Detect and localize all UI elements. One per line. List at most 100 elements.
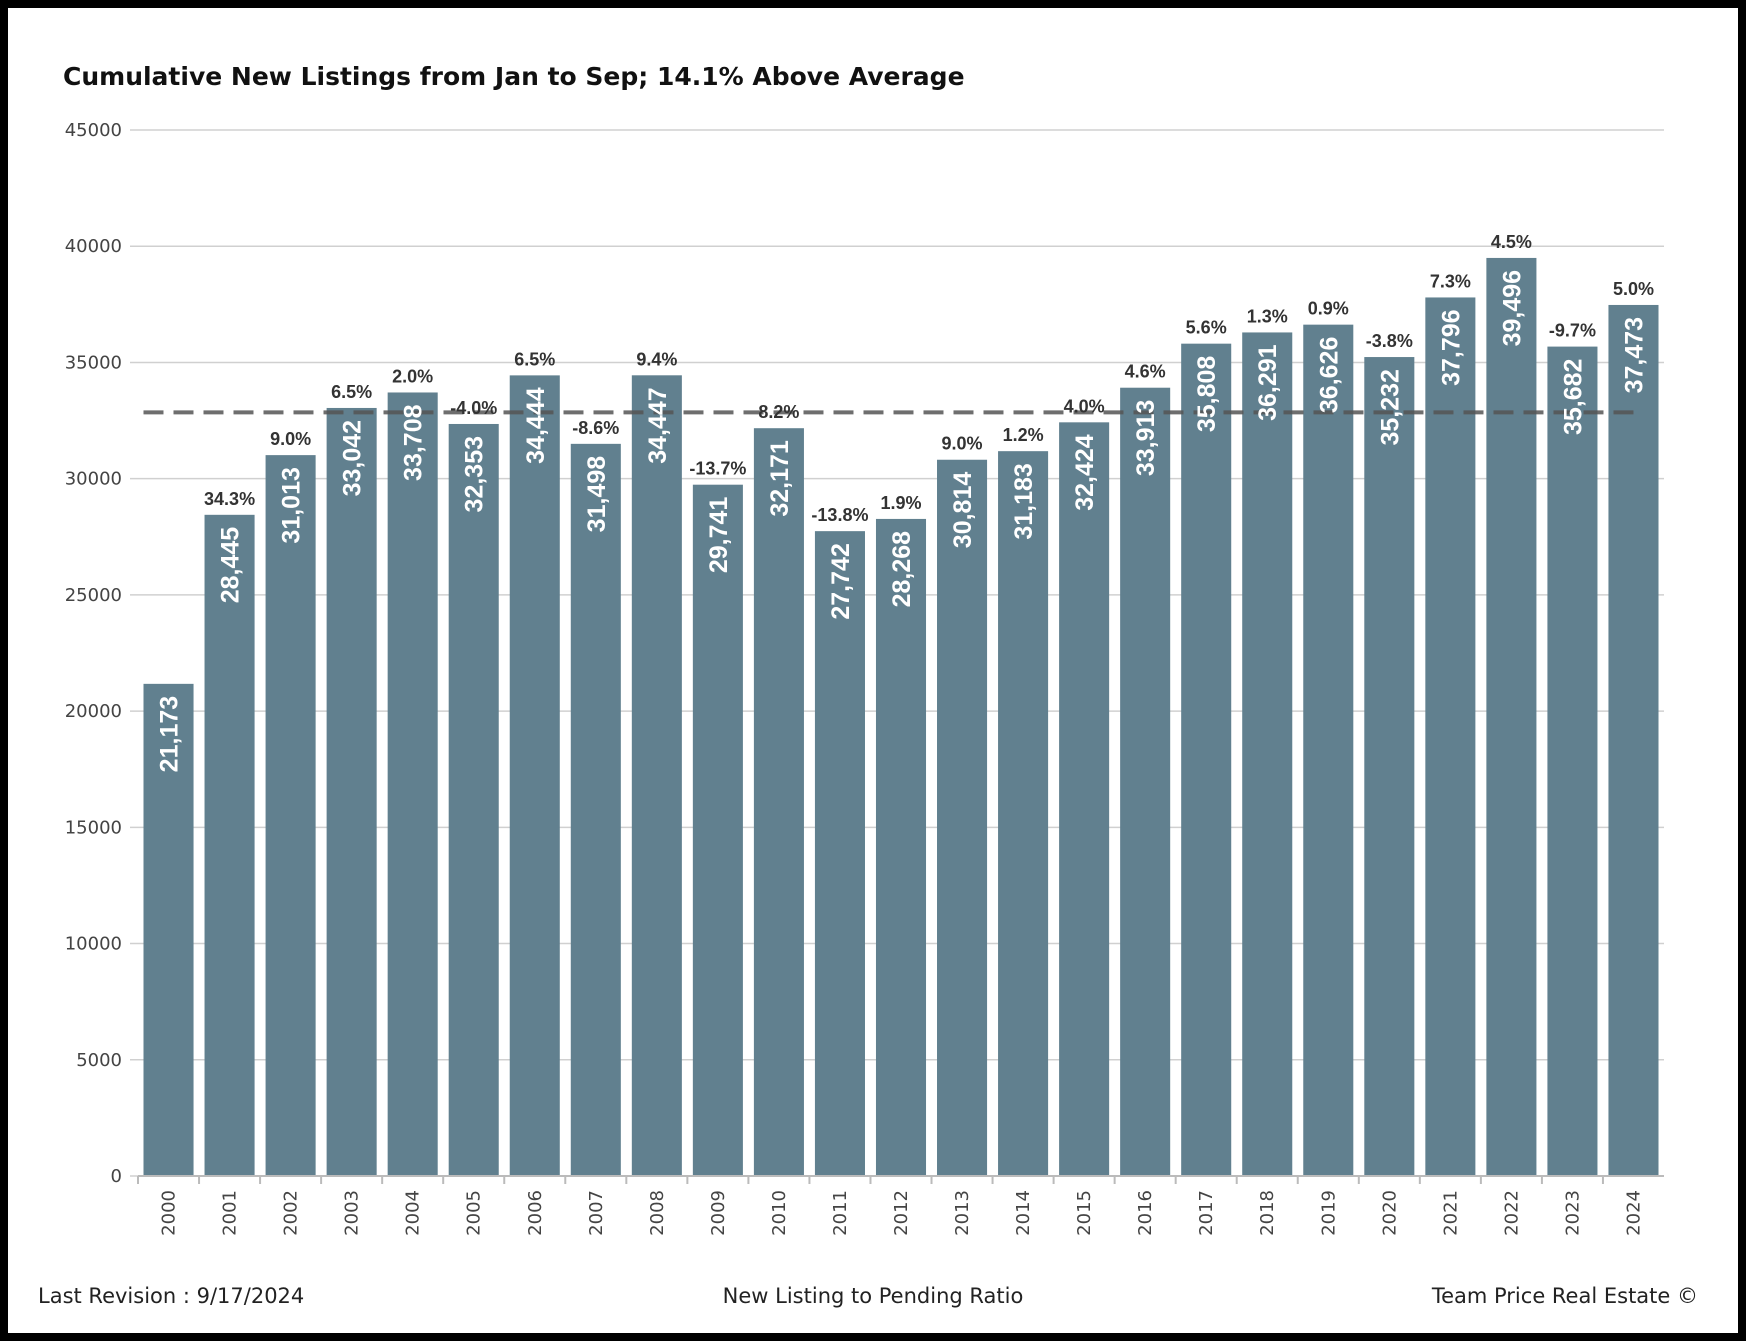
bar (1059, 422, 1110, 1176)
bar-value-label: 35,682 (1559, 359, 1587, 435)
change-label: -13.7% (689, 459, 746, 479)
bar-value-label: 31,183 (1010, 463, 1038, 539)
bar (998, 451, 1049, 1177)
y-tick-label: 45000 (65, 120, 122, 141)
y-tick-label: 0 (111, 1166, 122, 1187)
bar-value-label: 33,913 (1132, 400, 1160, 476)
bar-value-label: 31,498 (583, 456, 611, 533)
x-tick-label: 2023 (1562, 1190, 1583, 1236)
bar-value-label: 30,814 (949, 472, 977, 549)
bar-value-label: 33,708 (400, 404, 428, 481)
y-tick-label: 20000 (65, 701, 122, 722)
x-tick-label: 2009 (708, 1190, 729, 1236)
bar (1181, 343, 1232, 1176)
bar-chart: Cumulative New Listings from Jan to Sep;… (63, 62, 1664, 1236)
change-label: 0.9% (1308, 299, 1349, 319)
change-label: 6.5% (331, 382, 372, 402)
bar (204, 514, 255, 1176)
bar (1303, 324, 1354, 1176)
y-tick-label: 35000 (65, 352, 122, 373)
bar-value-label: 37,473 (1620, 317, 1648, 393)
bar (1364, 357, 1415, 1176)
x-tick-label: 2011 (830, 1190, 851, 1236)
x-tick-label: 2022 (1501, 1190, 1522, 1236)
bars (143, 257, 1659, 1177)
x-tick-label: 2018 (1257, 1190, 1278, 1236)
change-label: 6.5% (514, 349, 555, 369)
y-tick-label: 10000 (65, 934, 122, 955)
y-tick-label: 5000 (76, 1050, 122, 1071)
change-label: 4.5% (1491, 232, 1532, 252)
bar-value-label: 29,741 (705, 497, 733, 574)
bar (143, 683, 194, 1176)
x-tick-label: 2020 (1379, 1190, 1400, 1236)
change-label: 2.0% (392, 366, 433, 386)
change-label: -8.6% (572, 418, 619, 438)
bar (265, 455, 316, 1176)
change-label: 8.2% (758, 402, 799, 422)
bar (937, 459, 988, 1176)
bar-value-label: 34,447 (644, 387, 672, 463)
bar (1242, 332, 1293, 1176)
change-label: 1.3% (1247, 306, 1288, 326)
x-tick-label: 2002 (281, 1190, 302, 1236)
x-tick-label: 2004 (403, 1190, 424, 1236)
x-tick-label: 2008 (647, 1190, 668, 1236)
change-label: 1.9% (880, 493, 921, 513)
bar (509, 375, 560, 1176)
bar-value-label: 21,173 (156, 696, 184, 772)
bar-value-label: 28,268 (888, 531, 916, 608)
chart-title: Cumulative New Listings from Jan to Sep;… (63, 62, 965, 91)
bar (875, 518, 927, 1176)
bar (387, 392, 438, 1176)
x-tick-label: 2006 (525, 1190, 546, 1236)
change-label: 9.0% (942, 434, 983, 454)
x-tick-label: 2019 (1318, 1190, 1339, 1236)
change-label: 7.3% (1430, 271, 1471, 291)
x-tick-label: 2021 (1440, 1190, 1461, 1236)
x-tick-label: 2014 (1013, 1190, 1034, 1236)
x-tick-label: 2016 (1135, 1190, 1156, 1236)
x-tick-label: 2005 (464, 1190, 485, 1236)
x-tick-label: 2001 (220, 1190, 241, 1236)
bar (1425, 297, 1476, 1176)
bar-labels: 21,173 28,445 34.3% 31,013 9.0% 33,042 6.5% 33,… (156, 232, 1654, 772)
change-label: 5.0% (1613, 279, 1654, 299)
bar-value-label: 32,424 (1071, 434, 1099, 511)
bar-value-label: 32,353 (461, 436, 489, 512)
bar-value-label: 39,496 (1498, 270, 1526, 346)
x-axis: 2000 2001 2002 2003 2004 2005 2006 2007 2008 2009… (137, 1175, 1664, 1236)
x-tick-label: 2000 (159, 1190, 180, 1236)
chart-frame: Cumulative New Listings from Jan to Sep;… (8, 8, 1738, 1333)
footer-subtitle: New Listing to Pending Ratio (722, 1284, 1024, 1308)
change-label: 4.6% (1125, 362, 1166, 382)
bar-value-label: 27,742 (827, 543, 855, 619)
x-tick-label: 2013 (952, 1190, 973, 1236)
bar-value-label: 33,042 (339, 420, 367, 496)
change-label: 5.6% (1186, 318, 1227, 338)
bar-value-label: 34,444 (522, 387, 550, 464)
change-label: 34.3% (204, 489, 255, 509)
bar (448, 423, 499, 1176)
bar-value-label: 37,796 (1437, 309, 1465, 385)
bar-value-label: 32,171 (766, 440, 794, 517)
x-tick-label: 2007 (586, 1190, 607, 1236)
y-axis: 0 5000 10000 15000 20000 25000 30000 35000 40000… (65, 120, 122, 1187)
bar (692, 484, 743, 1176)
y-tick-label: 40000 (65, 236, 122, 257)
x-tick-label: 2024 (1623, 1190, 1644, 1236)
bar-value-label: 35,232 (1376, 369, 1404, 445)
bar-value-label: 36,291 (1254, 344, 1282, 421)
y-tick-label: 25000 (65, 585, 122, 606)
change-label: 4.0% (1064, 396, 1105, 416)
bar-value-label: 35,808 (1193, 356, 1221, 433)
bar-value-label: 31,013 (278, 467, 306, 543)
bar-value-label: 28,445 (217, 527, 245, 604)
bar-value-label: 36,626 (1315, 337, 1343, 413)
change-label: -13.8% (811, 505, 868, 525)
footer-revision: Last Revision : 9/17/2024 (38, 1284, 305, 1308)
bar (1547, 346, 1598, 1176)
change-label: 9.0% (270, 429, 311, 449)
x-tick-label: 2010 (769, 1190, 790, 1236)
change-label: -3.8% (1366, 331, 1413, 351)
